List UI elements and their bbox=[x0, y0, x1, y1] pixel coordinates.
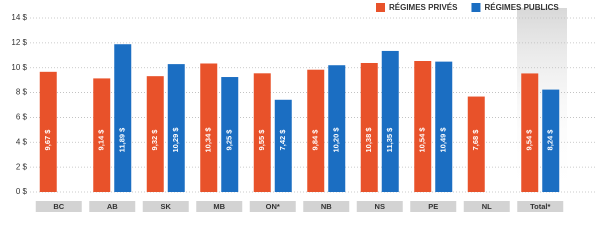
value-label: 8,24 $ bbox=[546, 129, 555, 151]
category-box bbox=[89, 201, 136, 212]
x-tick-label: SK bbox=[161, 202, 172, 211]
legend-swatch bbox=[376, 3, 385, 12]
category-box bbox=[517, 201, 564, 212]
x-tick-label: BC bbox=[53, 202, 64, 211]
category-box bbox=[196, 201, 243, 212]
x-tick-label: Total* bbox=[530, 202, 550, 211]
bar bbox=[521, 73, 539, 192]
bar bbox=[328, 65, 346, 192]
x-tick-label: NS bbox=[375, 202, 385, 211]
value-label: 10,38 $ bbox=[364, 127, 373, 153]
value-label: 9,54 $ bbox=[525, 129, 534, 151]
bar bbox=[467, 96, 485, 192]
value-label: 10,20 $ bbox=[332, 127, 341, 153]
bar bbox=[167, 64, 185, 192]
value-label: 9,25 $ bbox=[225, 129, 234, 151]
bar bbox=[307, 69, 325, 192]
value-label: 9,14 $ bbox=[97, 129, 106, 151]
category-box bbox=[249, 201, 296, 212]
y-tick-label: 10 $ bbox=[11, 63, 27, 72]
y-tick-label: 6 $ bbox=[16, 113, 28, 122]
y-tick-label: 12 $ bbox=[11, 38, 27, 47]
bar bbox=[221, 77, 239, 192]
x-tick-label: MB bbox=[213, 202, 225, 211]
category-box bbox=[463, 201, 510, 212]
x-tick-label: NL bbox=[482, 202, 492, 211]
legend-label: RÉGIMES PRIVÉS bbox=[389, 3, 458, 12]
y-tick-label: 14 $ bbox=[11, 13, 27, 22]
bar bbox=[200, 63, 218, 192]
value-label: 9,67 $ bbox=[43, 129, 52, 151]
y-tick-label: 8 $ bbox=[16, 88, 28, 97]
value-label: 7,42 $ bbox=[278, 129, 287, 151]
bar bbox=[414, 61, 432, 193]
chart: 0 $ 2 $ 4 $ 6 $ 8 $ 10 $ 12 $ 14 $ RÉGIMES PRIVÉ… bbox=[11, 3, 596, 212]
value-label: 10,49 $ bbox=[439, 127, 448, 153]
y-tick-label: 0 $ bbox=[16, 187, 28, 196]
value-label: 11,89 $ bbox=[118, 127, 127, 152]
x-tick-label: NB bbox=[321, 202, 332, 211]
bar bbox=[542, 89, 560, 192]
value-label: 11,35 $ bbox=[385, 127, 394, 152]
x-tick-label: PE bbox=[428, 202, 438, 211]
category-box bbox=[410, 201, 457, 212]
value-label: 9,55 $ bbox=[257, 129, 266, 151]
value-label: 9,84 $ bbox=[311, 129, 320, 151]
legend-swatch bbox=[471, 3, 481, 12]
y-tick-label: 4 $ bbox=[16, 137, 28, 146]
y-tick-label: 2 $ bbox=[16, 162, 28, 171]
value-label: 10,29 $ bbox=[171, 127, 180, 153]
x-tick-label: ON* bbox=[266, 202, 280, 211]
value-label: 7,68 $ bbox=[471, 129, 480, 151]
legend-label: RÉGIMES PUBLICS bbox=[484, 3, 559, 12]
category-box bbox=[303, 201, 350, 212]
bar bbox=[114, 44, 132, 192]
bar bbox=[253, 73, 271, 192]
bar bbox=[360, 62, 378, 193]
category-box bbox=[356, 201, 403, 212]
category-box bbox=[142, 201, 189, 212]
category-box bbox=[35, 201, 82, 212]
value-label: 10,34 $ bbox=[204, 127, 213, 153]
bar bbox=[381, 50, 399, 192]
bar bbox=[146, 76, 164, 192]
bar bbox=[274, 99, 292, 192]
bar bbox=[39, 71, 57, 192]
x-tick-label: AB bbox=[107, 202, 118, 211]
bar bbox=[93, 78, 111, 192]
bar bbox=[435, 61, 453, 193]
value-label: 9,32 $ bbox=[150, 129, 159, 151]
value-label: 10,54 $ bbox=[418, 127, 427, 153]
